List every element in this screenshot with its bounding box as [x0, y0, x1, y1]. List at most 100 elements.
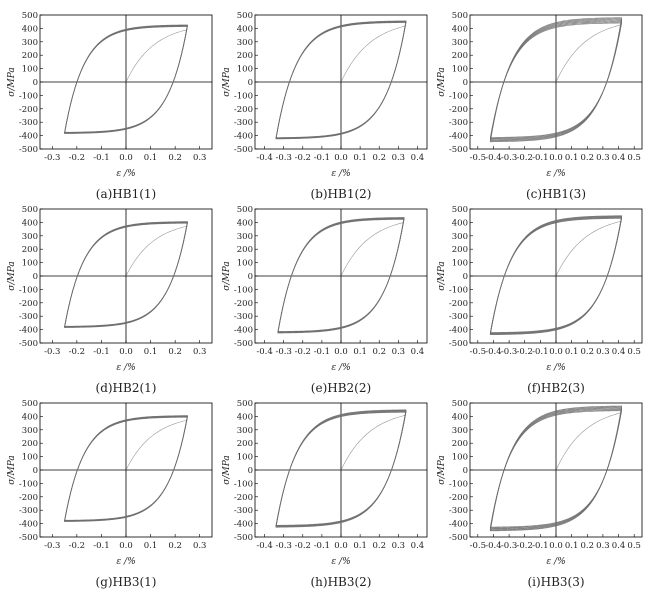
y-tick-label: -100: [449, 91, 468, 101]
x-tick-label: 0.2: [581, 347, 595, 357]
x-tick-label: 0.3: [392, 153, 406, 163]
x-tick-label: 0.2: [372, 153, 386, 163]
y-tick-label: 400: [452, 412, 468, 422]
x-tick-label: 0.3: [193, 347, 207, 357]
y-axis-label: σ/MPa: [7, 261, 17, 290]
x-tick-label: -0.2: [69, 153, 85, 163]
y-tick-label: 0: [463, 272, 468, 282]
y-tick-label: -300: [449, 118, 468, 128]
y-axis-label: σ/MPa: [7, 67, 17, 96]
y-tick-label: 500: [237, 11, 253, 21]
x-tick-label: 0.2: [168, 347, 182, 357]
y-tick-label: -400: [19, 132, 38, 142]
x-tick-label: -0.1: [314, 153, 330, 163]
y-tick-label: 0: [33, 466, 38, 476]
x-tick-label: 0.1: [144, 347, 158, 357]
x-tick-label: -0.3: [275, 347, 291, 357]
panel-2: 500 400 300 200 100 0 -100 -200 -300 -400 -500-0.4…: [222, 11, 428, 201]
y-tick-label: 100: [452, 453, 468, 463]
y-tick-label: -300: [19, 118, 38, 128]
y-tick-label: 100: [22, 65, 38, 75]
y-tick-label: 300: [22, 426, 38, 436]
x-tick-label: -0.1: [532, 347, 548, 357]
panel-3: 500 400 300 200 100 0 -100 -200 -300 -400 -500-0.5…: [437, 11, 643, 201]
x-tick-label: -0.3: [275, 541, 291, 551]
y-tick-label: -300: [19, 506, 38, 516]
panel-caption: (f)HB2(3): [527, 381, 585, 395]
x-axis-label: ε /%: [546, 363, 565, 373]
x-tick-label: 0.5: [627, 153, 641, 163]
x-tick-label: 0.0: [119, 153, 133, 163]
y-tick-label: 300: [452, 232, 468, 242]
y-tick-label: -500: [19, 145, 38, 155]
y-tick-label: 200: [237, 245, 253, 255]
initial-loading-curve: [125, 419, 188, 471]
x-tick-label: -0.3: [44, 347, 60, 357]
y-tick-label: -300: [234, 312, 253, 322]
x-tick-label: -0.1: [93, 347, 109, 357]
y-tick-label: 200: [237, 439, 253, 449]
y-tick-label: -500: [449, 339, 468, 349]
y-axis-label: σ/MPa: [437, 455, 447, 484]
y-tick-label: 200: [452, 51, 468, 61]
x-axis-label: ε /%: [116, 169, 135, 179]
y-tick-label: -300: [234, 506, 253, 516]
x-axis-label: ε /%: [116, 363, 135, 373]
y-tick-label: -300: [19, 312, 38, 322]
y-tick-label: 0: [33, 78, 38, 88]
y-tick-label: 400: [22, 24, 38, 34]
y-tick-label: 400: [22, 412, 38, 422]
x-tick-label: -0.2: [517, 541, 533, 551]
y-tick-label: -100: [19, 285, 38, 295]
y-tick-label: 0: [463, 466, 468, 476]
x-tick-label: -0.3: [501, 541, 517, 551]
x-tick-label: -0.3: [275, 153, 291, 163]
y-tick-label: 100: [237, 453, 253, 463]
x-tick-label: -0.4: [485, 153, 501, 163]
x-tick-label: 0.2: [372, 347, 386, 357]
y-tick-label: 100: [22, 259, 38, 269]
x-tick-label: 0.0: [119, 541, 133, 551]
y-axis-label: σ/MPa: [437, 261, 447, 290]
y-tick-label: -200: [19, 299, 38, 309]
y-axis-label: σ/MPa: [7, 455, 17, 484]
x-tick-label: 0.0: [549, 541, 563, 551]
y-tick-label: 100: [237, 259, 253, 269]
y-tick-label: 400: [22, 218, 38, 228]
y-tick-label: 500: [237, 205, 253, 215]
y-tick-label: 400: [237, 24, 253, 34]
y-tick-label: -100: [449, 479, 468, 489]
x-tick-label: -0.4: [485, 347, 501, 357]
y-tick-label: 300: [237, 426, 253, 436]
y-tick-label: -100: [19, 91, 38, 101]
y-tick-label: 200: [22, 245, 38, 255]
x-tick-label: -0.5: [470, 541, 486, 551]
panel-caption: (a)HB1(1): [96, 187, 156, 201]
panel-caption: (i)HB3(3): [527, 575, 584, 589]
x-tick-label: 0.4: [411, 347, 425, 357]
y-tick-label: -400: [449, 520, 468, 530]
y-axis-label: σ/MPa: [437, 67, 447, 96]
x-tick-label: 0.0: [549, 347, 563, 357]
y-tick-label: 200: [22, 439, 38, 449]
panel-8: 500 400 300 200 100 0 -100 -200 -300 -400 -500-0.4…: [222, 399, 428, 589]
x-tick-label: 0.1: [353, 347, 367, 357]
x-tick-label: 0.5: [627, 541, 641, 551]
x-tick-label: 0.1: [353, 541, 367, 551]
x-tick-label: -0.4: [256, 153, 272, 163]
y-tick-label: -500: [234, 339, 253, 349]
y-tick-label: 200: [22, 51, 38, 61]
x-tick-label: 0.2: [372, 541, 386, 551]
y-tick-label: 400: [452, 24, 468, 34]
y-tick-label: -400: [449, 132, 468, 142]
x-tick-label: -0.1: [314, 541, 330, 551]
x-tick-label: -0.2: [517, 347, 533, 357]
panel-caption: (c)HB1(3): [526, 187, 586, 201]
y-tick-label: -500: [234, 145, 253, 155]
x-tick-label: -0.4: [256, 541, 272, 551]
y-tick-label: 100: [452, 65, 468, 75]
y-tick-label: -400: [234, 520, 253, 530]
x-tick-label: 0.4: [612, 347, 626, 357]
panel-caption: (h)HB3(2): [310, 575, 371, 589]
initial-loading-curve: [340, 25, 407, 83]
